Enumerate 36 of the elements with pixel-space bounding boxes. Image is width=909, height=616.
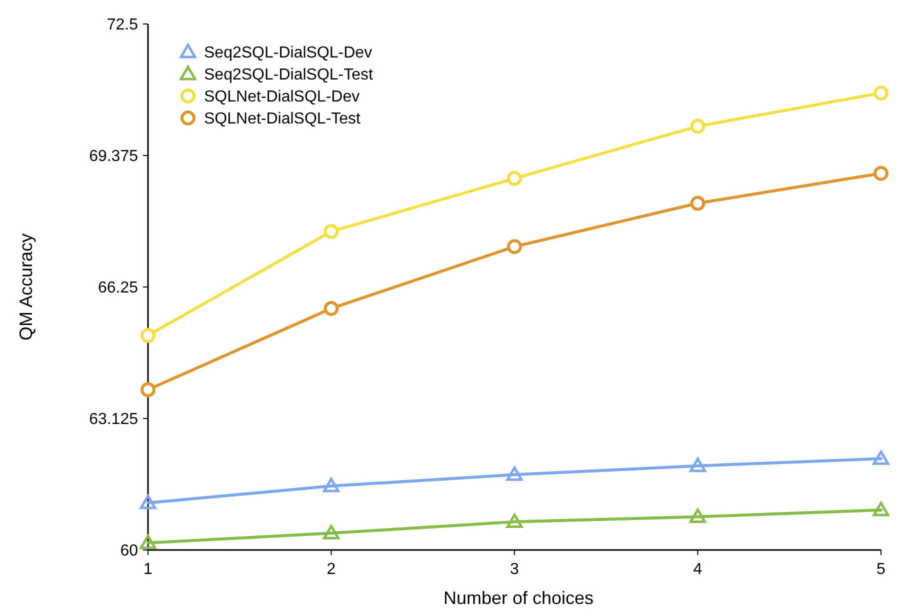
y-tick-label: 66.25 (98, 280, 138, 297)
legend-label: Seq2SQL-DialSQL-Dev (204, 44, 372, 62)
point (690, 118, 706, 134)
point (506, 514, 523, 528)
point (874, 86, 888, 101)
point (324, 300, 339, 316)
point (690, 458, 706, 472)
y-tick-label: 69.375 (89, 148, 138, 166)
point (140, 494, 156, 510)
x-tick-label: 3 (510, 561, 520, 578)
point (690, 196, 706, 211)
point (140, 382, 156, 398)
x-tick-label: 1 (144, 561, 153, 578)
x-tick-label: 5 (876, 561, 886, 578)
point (323, 524, 340, 540)
legend-label: Seq2SQL-DialSQL-Test (204, 66, 374, 84)
point (324, 224, 339, 239)
point (872, 450, 890, 465)
legend-label: SQLNet-DialSQL-Dev (204, 88, 360, 106)
x-tick-label: 4 (693, 561, 702, 578)
x-axis-title: Number of choices (443, 588, 594, 608)
y-tick-label: 60 (120, 542, 138, 560)
x-tick-label: 2 (326, 561, 336, 578)
point (507, 239, 522, 254)
y-tick-label: 72.5 (106, 16, 138, 34)
point (323, 478, 340, 492)
point (872, 502, 890, 516)
point (507, 170, 522, 186)
y-tick-label: 63.125 (89, 411, 138, 428)
legend-label: SQLNet-DialSQL-Test (204, 110, 362, 128)
point (140, 534, 156, 550)
point (874, 166, 888, 181)
point (506, 466, 523, 481)
y-axis-title: QM Accuracy (16, 233, 36, 341)
point (690, 508, 706, 524)
point (140, 328, 156, 343)
